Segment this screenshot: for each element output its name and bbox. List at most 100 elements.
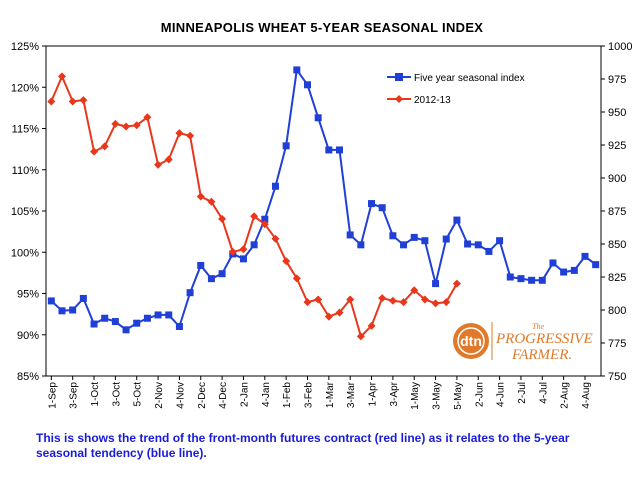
x-axis-tick-label: 5-Oct: [133, 382, 144, 407]
x-axis-tick-label: 3-Sep: [69, 382, 80, 409]
left-axis-tick-label: 105%: [11, 206, 39, 218]
left-axis-tick-label: 100%: [11, 247, 39, 259]
price-2012-13-point: [154, 160, 163, 169]
seasonal-index-point: [79, 294, 87, 302]
left-axis-tick-label: 85%: [17, 371, 39, 383]
price-2012-13-point: [260, 220, 269, 229]
price-2012-13-point: [111, 119, 120, 128]
price-2012-13-point: [442, 298, 451, 307]
seasonal-index-point: [368, 200, 376, 208]
x-axis-tick-label: 4-Dec: [218, 382, 229, 409]
seasonal-index-point: [528, 276, 536, 284]
seasonal-index-point: [560, 268, 568, 276]
price-2012-13-point: [218, 214, 227, 223]
right-axis-tick-label: 800: [608, 305, 626, 317]
seasonal-index-point: [592, 261, 600, 269]
price-2012-13-point: [420, 295, 429, 304]
logo-dtn-text: dtn: [460, 333, 482, 349]
logo-the-text: The: [532, 322, 544, 331]
price-2012-13-point: [410, 286, 419, 295]
seasonal-index-point: [432, 280, 440, 288]
seasonal-index-point: [101, 314, 109, 322]
logo-progressive-text: PROGRESSIVE: [495, 331, 593, 347]
x-axis-tick-label: 4-Nov: [175, 382, 186, 409]
price-2012-13-point: [324, 312, 333, 321]
price-2012-13-point: [346, 295, 355, 304]
right-axis-tick-label: 950: [608, 107, 626, 119]
series-line-0: [50, 68, 597, 331]
seasonal-index-point: [421, 237, 429, 245]
x-axis-tick-label: 1-Feb: [282, 382, 293, 409]
seasonal-index-point: [314, 114, 322, 122]
price-2012-13-point: [292, 274, 301, 283]
price-2012-13-point: [143, 113, 152, 122]
left-axis-tick-label: 125%: [11, 41, 39, 53]
price-2012-13-point: [164, 155, 173, 164]
x-axis-tick-label: 4-Jan: [261, 382, 272, 407]
price-2012-13-point: [68, 97, 77, 106]
x-axis-tick-label: 1-Oct: [90, 382, 101, 407]
price-2012-13-point: [79, 96, 88, 105]
right-axis-tick-label: 1000: [608, 41, 632, 53]
x-axis-tick-label: 1-Apr: [368, 381, 379, 406]
seasonal-index-point: [239, 255, 247, 263]
price-2012-13-point: [122, 122, 131, 131]
price-2012-13-point: [186, 131, 195, 140]
seasonal-index-point: [474, 241, 482, 249]
seasonal-index-point: [378, 204, 386, 212]
seasonal-index-point: [143, 314, 151, 322]
left-axis-tick-label: 110%: [12, 165, 40, 177]
price-2012-13-point: [271, 234, 280, 243]
seasonal-index-point: [218, 270, 226, 278]
seasonal-index-point: [389, 232, 397, 240]
x-axis-tick-label: 4-Jun: [496, 382, 507, 407]
right-axis-tick-label: 975: [608, 74, 626, 86]
legend-marker-diamond: [395, 95, 403, 103]
x-axis-tick-label: 2-Jul: [517, 382, 528, 404]
legend: Five year seasonal index 2012-13: [387, 73, 525, 106]
x-axis-tick-label: 2-Dec: [197, 382, 208, 409]
x-axis-tick-label: 1-Mar: [325, 381, 336, 408]
price-2012-13-point: [399, 298, 408, 307]
seasonal-index-point: [133, 319, 141, 327]
x-axis-tick-label: 5-May: [453, 382, 464, 410]
seasonal-index-point: [175, 323, 183, 330]
right-axis-tick-label: 750: [608, 371, 626, 383]
seasonal-index-point: [282, 142, 290, 150]
seasonal-index-point: [250, 241, 258, 249]
seasonal-index-point: [346, 231, 354, 239]
left-axis-tick-label: 90%: [17, 330, 39, 342]
price-2012-13-point: [303, 298, 312, 307]
seasonal-index-point: [111, 318, 119, 326]
legend-label-seasonal: Five year seasonal index: [414, 73, 525, 84]
seasonal-index-point: [517, 275, 525, 283]
left-axis: 85% 90% 95% 100% 105% 110% 115% 120% 125%: [11, 41, 46, 383]
right-axis-tick-label: 775: [608, 338, 626, 350]
price-2012-13-point: [356, 332, 365, 341]
seasonal-index-point: [197, 261, 205, 269]
price-2012-13-point: [228, 247, 237, 256]
seasonal-index-point: [154, 311, 162, 319]
x-axis-tick-label: 3-May: [432, 382, 443, 410]
price-2012-13-point: [431, 299, 440, 308]
seasonal-index-point: [58, 307, 66, 315]
left-axis-tick-label: 115%: [12, 124, 40, 136]
seasonal-index-point: [538, 276, 546, 284]
seasonal-index-point: [442, 235, 450, 243]
seasonal-index-point: [581, 252, 589, 260]
right-axis: 750 775 800 825 850 875 900 925 950 975 1000: [601, 41, 632, 383]
seasonal-index-point: [47, 297, 55, 305]
x-axis-tick-label: 3-Apr: [389, 381, 400, 406]
right-axis-tick-label: 825: [608, 272, 626, 284]
seasonal-index-point: [90, 320, 98, 328]
seasonal-index-point: [165, 311, 173, 319]
price-2012-13-point: [367, 321, 376, 330]
price-2012-13-point: [58, 72, 67, 81]
price-2012-13-point: [452, 279, 461, 288]
x-axis-tick-label: 2-Aug: [560, 382, 571, 409]
seasonal-index-point: [271, 182, 279, 190]
price-2012-13-point: [207, 197, 216, 206]
seasonal-index-point: [186, 289, 194, 297]
x-axis-tick-label: 3-Oct: [111, 382, 122, 407]
